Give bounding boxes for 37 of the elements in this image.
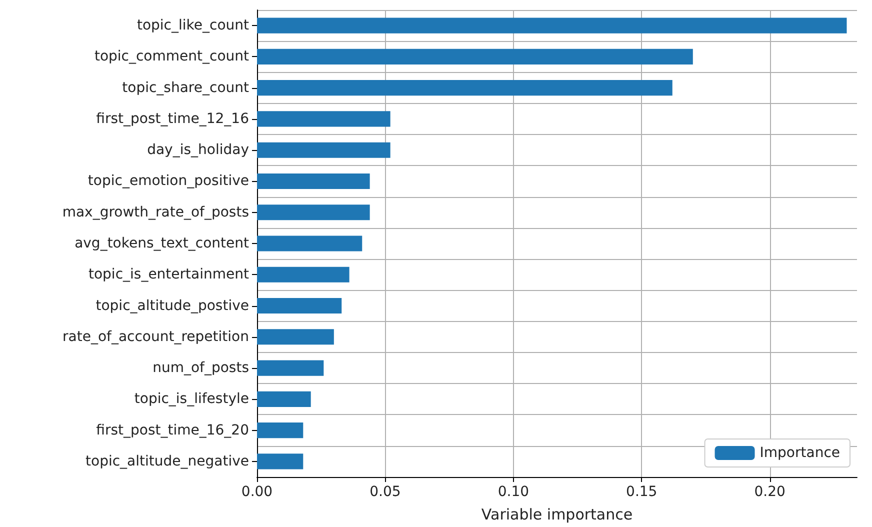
- bar: [257, 422, 304, 438]
- y-tick-label: topic_is_lifestyle: [134, 391, 249, 408]
- y-tick-label: topic_emotion_positive: [88, 173, 249, 190]
- bar: [257, 204, 370, 220]
- y-tick-label: topic_is_entertainment: [88, 266, 250, 283]
- bar: [257, 18, 847, 34]
- x-tick-label: 0.00: [241, 484, 273, 500]
- bar: [257, 266, 350, 282]
- y-tick-label: topic_altitude_negative: [86, 453, 249, 470]
- x-tick-label: 0.10: [498, 484, 529, 500]
- bar: [257, 80, 672, 96]
- y-tick-label: avg_tokens_text_content: [74, 236, 250, 252]
- bar: [257, 173, 370, 190]
- y-tick-label: max_growth_rate_of_posts: [62, 204, 249, 220]
- x-tick-label: 0.05: [370, 484, 401, 500]
- y-tick-label: topic_altitude_postive: [96, 298, 249, 314]
- bar: [257, 329, 334, 345]
- bar: [257, 360, 324, 376]
- y-tick-label: topic_share_count: [122, 80, 250, 96]
- y-tick-label: topic_comment_count: [94, 48, 250, 65]
- bar: [257, 111, 390, 127]
- bar: [257, 142, 390, 158]
- bar: [257, 48, 693, 64]
- bar: [257, 236, 362, 252]
- x-axis-title: Variable importance: [481, 506, 633, 524]
- y-tick-label: day_is_holiday: [147, 142, 249, 158]
- x-tick-label: 0.20: [754, 484, 786, 500]
- y-tick-label: rate_of_account_repetition: [62, 328, 249, 345]
- y-tick-label: first_post_time_12_16: [96, 110, 250, 127]
- y-tick-label: first_post_time_16_20: [96, 422, 249, 438]
- bar: [257, 391, 311, 407]
- x-tick-label: 0.15: [626, 484, 658, 500]
- y-tick-label: num_of_posts: [152, 360, 249, 376]
- bar: [257, 298, 342, 314]
- y-tick-label: topic_like_count: [136, 18, 250, 34]
- bar: [257, 454, 304, 470]
- legend-label: Importance: [760, 445, 840, 461]
